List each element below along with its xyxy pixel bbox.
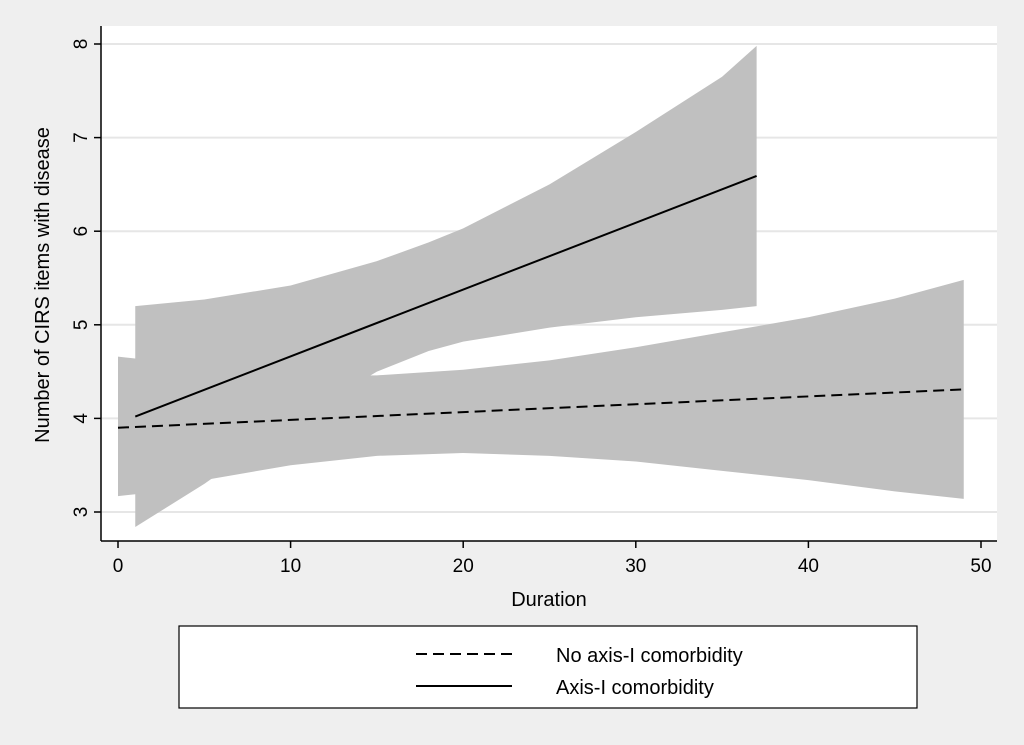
axes: 3 4 5 6 7 8 0 10 20 30 40 50 [71, 26, 997, 577]
x-tick-label-0: 0 [113, 556, 124, 577]
y-axis-title: Number of CIRS items with disease [32, 127, 54, 443]
legend-label-no-axis-i: No axis-I comorbidity [556, 645, 743, 667]
fit-line-series-1 [134, 175, 757, 418]
legend: No axis-I comorbidity Axis-I comorbidity [178, 625, 918, 709]
x-tick-label-50: 50 [970, 556, 991, 577]
y-tick-label-4: 4 [71, 413, 92, 424]
confidence-bands [118, 45, 964, 527]
fit-line-series-0 [117, 388, 964, 429]
x-tick-label-40: 40 [798, 556, 819, 577]
y-tick-label-6: 6 [71, 226, 92, 237]
x-tick-label-10: 10 [280, 556, 301, 577]
ci-band-series-1 [135, 45, 757, 527]
ci-band-series-0 [118, 279, 964, 499]
y-tick-label-5: 5 [71, 320, 92, 331]
fit-lines [117, 175, 964, 429]
legend-box [178, 625, 918, 709]
x-axis-title: Duration [511, 589, 587, 611]
y-tick-label-8: 8 [71, 39, 92, 50]
x-tick-label-20: 20 [453, 556, 474, 577]
y-tick-label-7: 7 [71, 132, 92, 143]
x-tick-label-30: 30 [625, 556, 646, 577]
y-tick-label-3: 3 [71, 507, 92, 518]
legend-label-axis-i: Axis-I comorbidity [556, 677, 714, 699]
